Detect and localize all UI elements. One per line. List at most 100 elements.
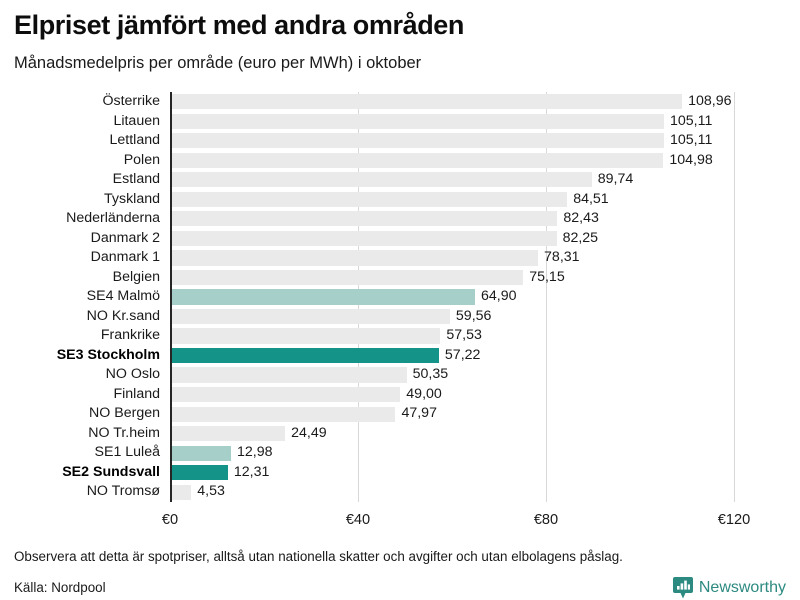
bar-value-label: 12,31: [233, 463, 270, 480]
bar-chart-plot-area: Österrike 108,96 Litauen 105,11 Lettland 105,…: [0, 92, 800, 502]
bar[interactable]: [170, 172, 592, 188]
bar-value-label: 105,11: [670, 112, 713, 129]
bar-row-label: NO Oslo: [105, 366, 160, 383]
bar-row-label: Frankrike: [100, 327, 160, 344]
x-axis: €0 €40 €80 €120: [0, 512, 800, 534]
bar-row-label: SE1 Luleå: [94, 444, 160, 461]
bar-row[interactable]: Lettland 105,11: [0, 131, 800, 151]
bar-row[interactable]: Österrike 108,96: [0, 92, 800, 112]
bar[interactable]: [170, 269, 524, 286]
source-note: Källa: Nordpool: [14, 580, 106, 595]
bar-value-label: 57,53: [446, 327, 482, 344]
bar[interactable]: [170, 230, 557, 246]
bar-row[interactable]: Litauen 105,11: [0, 112, 800, 132]
bar-value-label: 4,53: [197, 483, 225, 500]
bar-row[interactable]: SE3 Stockholm 57,22: [0, 346, 800, 366]
bar-row-label: Estland: [112, 171, 160, 188]
bar[interactable]: [170, 289, 476, 305]
bar-row[interactable]: NO Tr.heim 24,49: [0, 424, 800, 444]
bar-value-label: 84,51: [573, 190, 609, 207]
page-title: Elpriset jämfört med andra områden: [14, 10, 465, 40]
bar[interactable]: [170, 406, 396, 422]
bar[interactable]: [170, 465, 228, 481]
bar-value-label: 105,11: [670, 132, 713, 149]
bar-row[interactable]: NO Oslo 50,35: [0, 365, 800, 385]
bar-row-label: Danmark 2: [90, 229, 160, 246]
bar[interactable]: [170, 250, 539, 266]
x-axis-tick-label: €80: [533, 512, 559, 528]
bar-row[interactable]: SE1 Luleå 12,98: [0, 443, 800, 463]
x-axis-tick-label: €0: [161, 512, 179, 528]
bar-row[interactable]: Nederländerna 82,43: [0, 209, 800, 229]
bar-value-label: 108,96: [688, 93, 732, 109]
bar-row[interactable]: Polen 104,98: [0, 151, 800, 171]
bar-value-label: 89,74: [597, 171, 634, 188]
bar[interactable]: [170, 191, 568, 207]
bar-row-label: Nederländerna: [66, 210, 160, 227]
bar-value-label: 82,43: [563, 210, 599, 227]
bar[interactable]: [170, 308, 450, 325]
bar-value-label: 12,98: [237, 444, 273, 461]
bar-value-label: 104,98: [669, 151, 713, 168]
bar-value-label: 75,15: [529, 268, 565, 285]
bar-row-label: NO Bergen: [89, 405, 160, 422]
bar-row[interactable]: SE2 Sundsvall 12,31: [0, 463, 800, 483]
footer-note: Observera att detta är spotpriser, allts…: [14, 549, 623, 564]
bar[interactable]: [170, 367, 407, 383]
bar-value-label: 47,97: [401, 405, 437, 422]
bar-row-label: Danmark 1: [90, 249, 160, 266]
bar-row[interactable]: Frankrike 57,53: [0, 326, 800, 346]
bar[interactable]: [170, 152, 664, 168]
newsworthy-logo: Newsworthy: [672, 577, 786, 599]
x-axis-tick-label: €40: [345, 512, 371, 528]
bar-row[interactable]: NO Kr.sand 59,56: [0, 307, 800, 327]
bar-row-label: Tyskland: [104, 190, 160, 207]
bar-row-label: Österrike: [102, 93, 160, 109]
chart-subtitle: Månadsmedelpris per område (euro per MWh…: [14, 54, 422, 72]
bar-row-label: SE2 Sundsvall: [62, 463, 160, 480]
bar-row-label: SE4 Malmö: [86, 288, 160, 305]
bar[interactable]: [170, 347, 439, 364]
bar[interactable]: [170, 328, 441, 344]
bar[interactable]: [170, 426, 286, 442]
bar-row[interactable]: Tyskland 84,51: [0, 190, 800, 210]
bar-row-label: Polen: [123, 151, 160, 168]
bar-row-label: SE3 Stockholm: [56, 346, 160, 363]
bar[interactable]: [170, 484, 192, 500]
bar-row-label: Lettland: [109, 132, 161, 149]
bar-row-label: NO Tr.heim: [88, 424, 160, 441]
bar-row[interactable]: Danmark 1 78,31: [0, 248, 800, 268]
bar[interactable]: [170, 94, 683, 110]
bar-value-label: 78,31: [544, 249, 580, 266]
bar-rows: Österrike 108,96 Litauen 105,11 Lettland 105,…: [0, 92, 800, 502]
bar-row-label: Belgien: [112, 268, 160, 285]
bar-row[interactable]: Danmark 2 82,25: [0, 229, 800, 249]
bar-value-label: 57,22: [444, 346, 481, 363]
bar-value-label: 59,56: [455, 307, 492, 324]
bar-row[interactable]: NO Tromsø 4,53: [0, 482, 800, 502]
chart-footer: Observera att detta är spotpriser, allts…: [14, 548, 786, 600]
bar-row-label: Finland: [113, 385, 160, 402]
bar-row[interactable]: Finland 49,00: [0, 385, 800, 405]
bar-row-label: NO Tromsø: [86, 483, 160, 500]
bar-row[interactable]: NO Bergen 47,97: [0, 404, 800, 424]
bar-chart-bubble-icon: [672, 577, 693, 599]
bar[interactable]: [170, 211, 558, 227]
bar[interactable]: [170, 113, 665, 129]
bar[interactable]: [170, 133, 665, 149]
bar-value-label: 82,25: [562, 229, 599, 246]
brand-name: Newsworthy: [698, 579, 786, 596]
chart-header: Elpriset jämfört med andra områden Månad…: [14, 8, 786, 74]
bar-value-label: 49,00: [406, 385, 442, 402]
bar-value-label: 64,90: [481, 288, 517, 305]
bar[interactable]: [170, 386, 401, 403]
bar-row[interactable]: Belgien 75,15: [0, 268, 800, 288]
x-axis-tick-label: €120: [717, 512, 751, 528]
footer-bottom-row: Källa: Nordpool Newsworthy: [14, 577, 786, 600]
bar[interactable]: [170, 445, 231, 461]
bar-value-label: 24,49: [291, 424, 327, 441]
bar-row-label: Litauen: [113, 112, 160, 129]
bar-row[interactable]: Estland 89,74: [0, 170, 800, 190]
bar-row[interactable]: SE4 Malmö 64,90: [0, 287, 800, 307]
